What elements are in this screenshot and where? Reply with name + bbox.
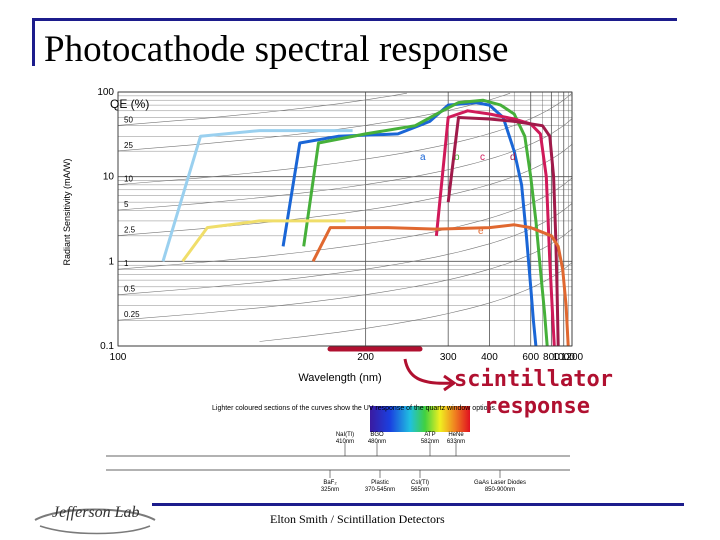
y-tick-label: 10 xyxy=(103,172,115,183)
qe-line-label: 0.25 xyxy=(124,310,140,319)
x-tick-label: 100 xyxy=(110,352,127,363)
qe-line xyxy=(259,262,573,342)
x-tick-label: 300 xyxy=(440,352,457,363)
slide-title: Photocathode spectral response xyxy=(44,29,509,70)
series-layer: a b c d e xyxy=(161,98,570,347)
y-tick-label: 0.1 xyxy=(100,341,114,352)
jefferson-lab-logo xyxy=(34,508,156,535)
series-label-e: e xyxy=(478,226,484,237)
series-line-uv-6 xyxy=(181,219,346,263)
x-tick-label: 600 xyxy=(522,352,539,363)
scint-bottom-wavelength: 565nm xyxy=(411,487,429,493)
logo-text: Jefferson Lab xyxy=(52,504,140,521)
spectral-response-chart: 50 25 10 5 2.5 1 0.5 0.25 a b c d e 100 200 300 400 600… xyxy=(40,72,634,500)
qe-line-label: 25 xyxy=(124,141,133,150)
scint-bottom-name: BaF₂ xyxy=(323,480,337,486)
logo-swash xyxy=(39,525,151,535)
series-label-d: d xyxy=(510,152,516,163)
x-tick-label: 800 xyxy=(543,352,560,363)
x-tick-label: 400 xyxy=(481,352,498,363)
spectrum-rect xyxy=(370,406,470,432)
visible-spectrum-bar xyxy=(370,406,470,432)
frame-top-rule xyxy=(32,18,677,21)
scint-bottom-wavelength: 370-545nm xyxy=(365,487,395,493)
scint-top-name: ATP xyxy=(424,432,435,438)
x-axis-label: Wavelength (nm) xyxy=(298,372,381,384)
series-label-b: b xyxy=(454,152,460,163)
annotation-response: response xyxy=(484,394,590,419)
qe-line-label: 50 xyxy=(124,115,133,124)
scint-top-name: HeNe xyxy=(448,432,464,438)
annotation-scintillator: scintillator xyxy=(454,367,613,392)
plot-frame xyxy=(117,91,573,347)
y-tick-label: 100 xyxy=(97,87,114,98)
qe-line xyxy=(117,92,573,185)
scint-top-wavelength: 410nm xyxy=(336,439,354,445)
logo-arc xyxy=(34,508,156,521)
scint-bottom-name: CsI(Tl) xyxy=(411,480,429,486)
scint-bottom-name: Plastic xyxy=(371,480,389,486)
scint-bottom-wavelength: 325nm xyxy=(321,487,339,493)
scint-top-wavelength: 480nm xyxy=(368,439,386,445)
series-line-e xyxy=(311,223,570,347)
annotation-arrow xyxy=(403,358,453,385)
frame-bottom-rule xyxy=(152,503,684,506)
scint-bottom-wavelength: 850-900nm xyxy=(485,487,515,493)
series-line-d xyxy=(446,116,560,347)
frame-left-rule xyxy=(32,18,35,66)
scint-top-wavelength: 633nm xyxy=(447,439,465,445)
qe-line-label: 2.5 xyxy=(124,226,136,235)
qe-line xyxy=(117,143,573,236)
scint-top-name: BGO xyxy=(370,432,384,438)
scint-bottom-name: GaAs Laser Diodes xyxy=(474,480,526,486)
y-tick-label: 1 xyxy=(108,256,114,267)
scint-top-name: NaI(Tl) xyxy=(336,432,354,438)
x-tick-label: 200 xyxy=(357,352,374,363)
qe-line xyxy=(117,92,407,126)
qe-line-label: 5 xyxy=(124,200,129,209)
qe-line xyxy=(117,118,573,211)
series-line-uv-5 xyxy=(161,129,353,262)
series-line-b xyxy=(302,98,549,347)
qe-line xyxy=(117,228,573,321)
qe-line-label: 10 xyxy=(124,175,133,184)
x-tick-label: 1200 xyxy=(561,352,584,363)
x-tick-label: 1000 xyxy=(553,352,576,363)
qe-line-label: 0.5 xyxy=(124,285,136,294)
qe-line-label: 1 xyxy=(124,259,129,268)
legend-note: Lighter coloured sections of the curves … xyxy=(212,405,497,412)
y-axis-label: Radiant Sensitivity (mA/W) xyxy=(62,158,72,265)
slide-footer: Elton Smith / Scintillation Detectors xyxy=(270,512,445,526)
annotation-arrowhead xyxy=(443,374,457,392)
series-label-c: c xyxy=(480,152,485,163)
qe-label: QE (%) xyxy=(110,97,149,111)
scint-top-wavelength: 582nm xyxy=(421,439,439,445)
series-label-a: a xyxy=(420,152,426,163)
